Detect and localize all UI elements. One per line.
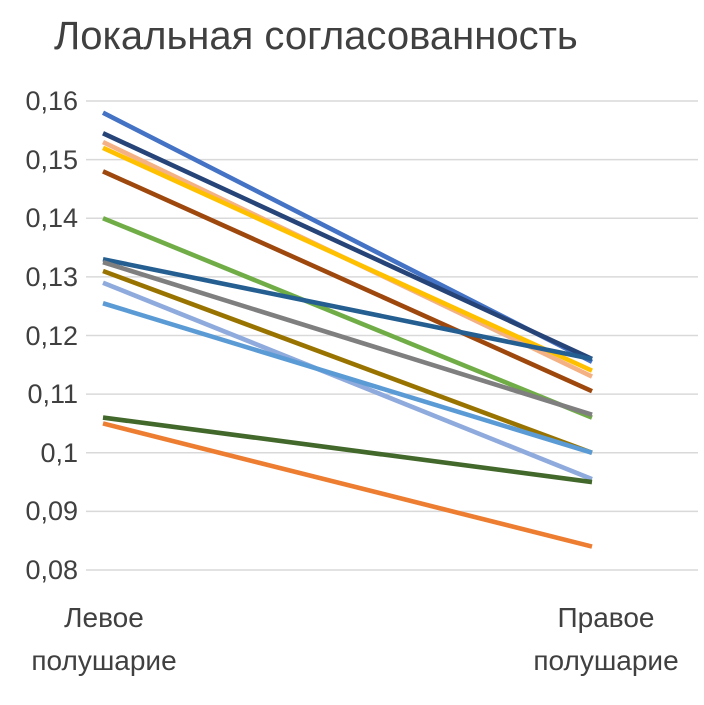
y-tick-label: 0,15 (25, 144, 78, 175)
y-tick-label: 0,13 (25, 261, 78, 292)
y-tick-label: 0,11 (27, 379, 78, 410)
y-tick-label: 0,16 (25, 86, 78, 116)
series-line-7 (102, 257, 593, 362)
series-line-13 (102, 421, 593, 549)
x-category-label-1: Левое полушарие (31, 602, 177, 676)
chart-title: Локальная согласованность (54, 14, 578, 58)
series-line-12 (102, 415, 593, 485)
series-line-9 (102, 268, 593, 455)
series-line-8 (102, 260, 593, 417)
y-tick-label: 0,1 (40, 437, 78, 468)
series-line-5 (102, 169, 593, 394)
y-tick-label: 0,08 (25, 555, 78, 585)
y-tick-label: 0,14 (25, 203, 78, 234)
series-line-10 (102, 280, 593, 482)
x-category-label-2: Правое полушарие (533, 602, 679, 676)
y-tick-label: 0,12 (25, 320, 78, 351)
series-line-11 (102, 301, 593, 455)
y-tick-label: 0,09 (25, 496, 78, 527)
series-line-2 (102, 131, 593, 362)
series-line-6 (102, 216, 593, 420)
series-line-4 (102, 145, 593, 373)
